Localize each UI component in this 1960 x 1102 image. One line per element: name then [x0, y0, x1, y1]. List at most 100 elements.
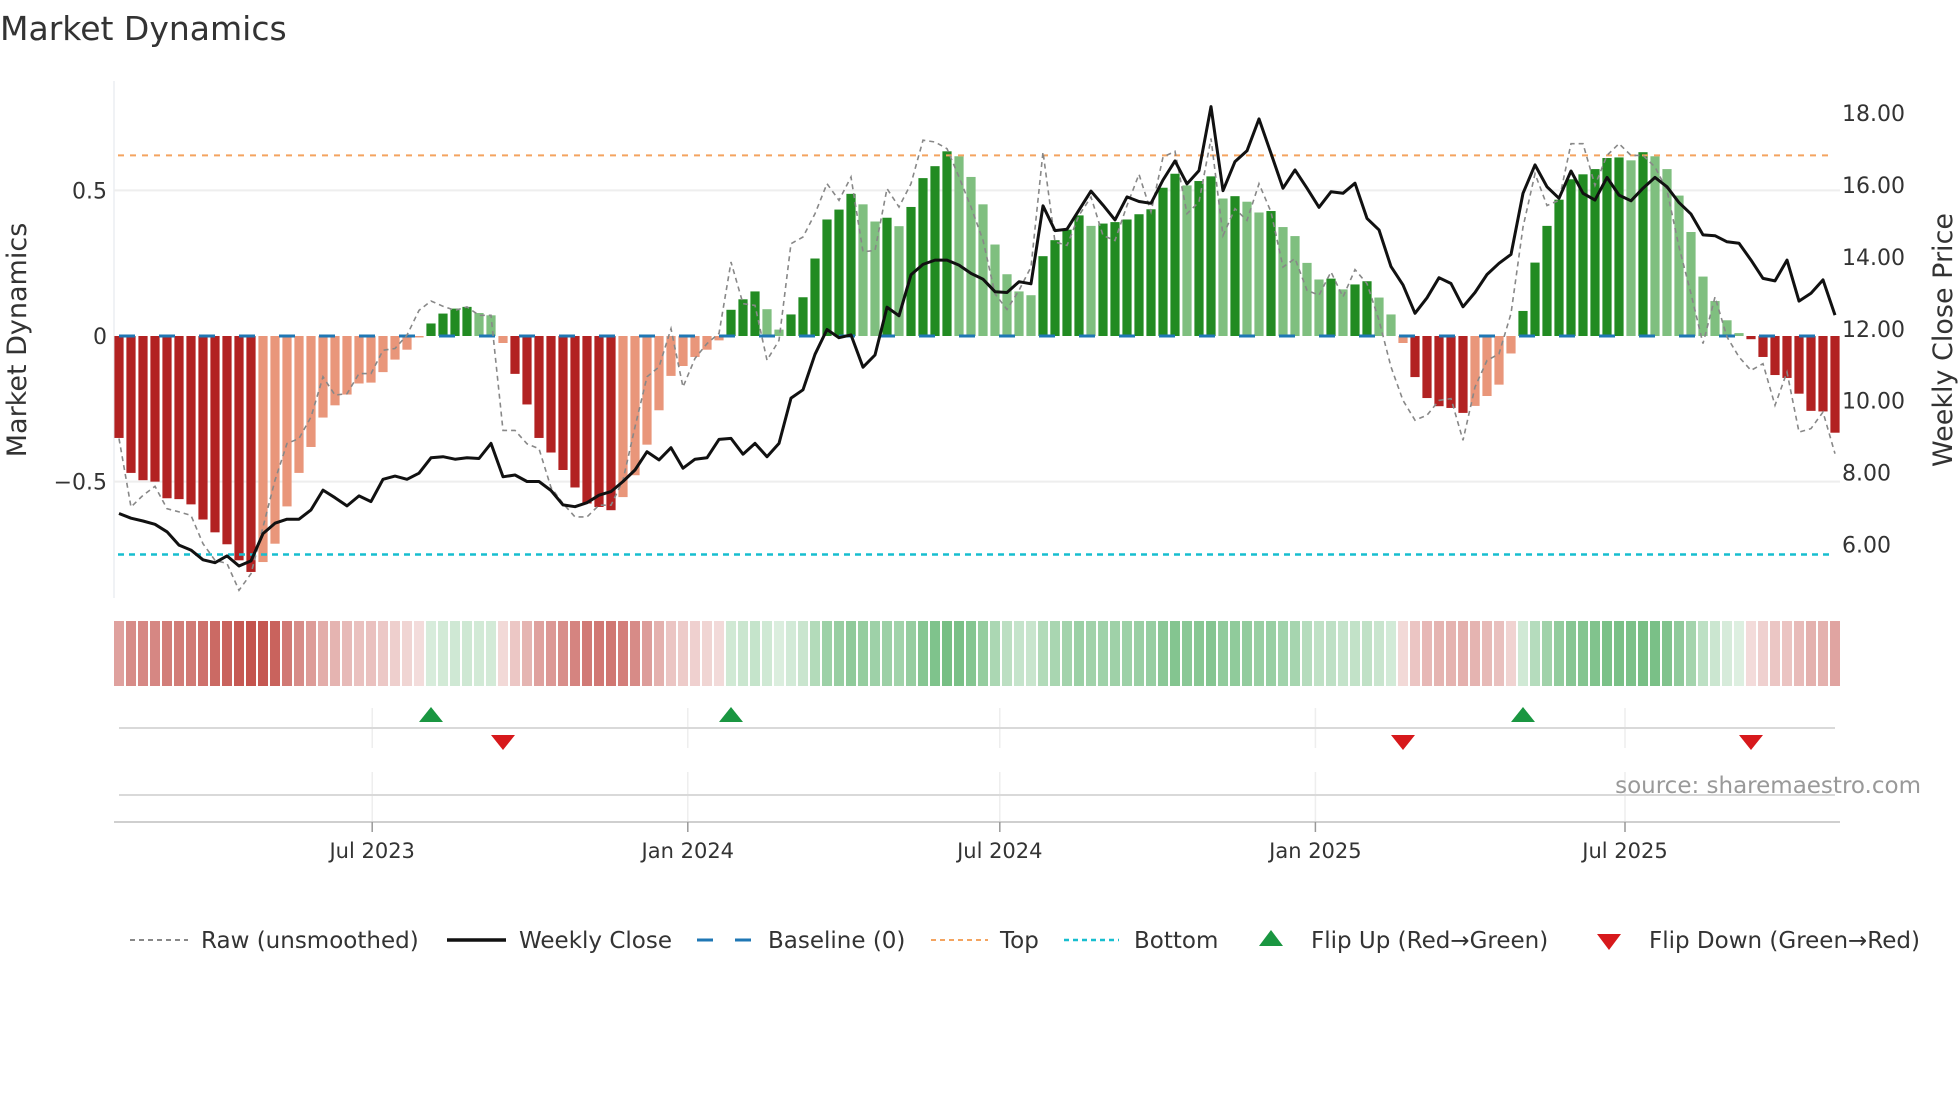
strip-cell: [162, 621, 172, 686]
right-tick-label: 14.00: [1842, 246, 1905, 271]
bar-positive: [1110, 222, 1120, 336]
strip-cell: [366, 621, 376, 686]
weekly-close-line: [118, 105, 1837, 568]
left-tick-label: 0.5: [72, 179, 107, 204]
bar-negative: [546, 336, 556, 453]
right-axis-ticks: 18.00 16.00 14.00 12.00 10.00 8.00 6.00: [1842, 102, 1905, 558]
bar-positive: [486, 315, 496, 336]
strip-cell: [378, 621, 388, 686]
bar-positive: [1182, 185, 1192, 336]
bar-positive: [882, 217, 892, 336]
strip-cell: [1590, 621, 1600, 686]
bar-positive: [1134, 214, 1144, 336]
strip-cell: [1386, 621, 1396, 686]
bar-negative: [666, 336, 676, 376]
bar-positive: [438, 313, 448, 336]
strip-cell: [726, 621, 736, 686]
strip-cell: [1614, 621, 1624, 686]
strip-cell: [330, 621, 340, 686]
strip-cell: [1062, 621, 1072, 686]
flip-down-marker: [491, 735, 515, 750]
bar-positive: [1566, 179, 1576, 336]
strip-cell: [150, 621, 160, 686]
strip-cell: [870, 621, 880, 686]
legend-label: Top: [999, 928, 1039, 954]
strip-cell: [774, 621, 784, 686]
bar-negative: [522, 336, 532, 405]
strip-cell: [1050, 621, 1060, 686]
bar-positive: [450, 308, 460, 336]
strip-cell: [1494, 621, 1504, 686]
bar-negative: [558, 336, 568, 470]
strip-cell: [666, 621, 676, 686]
legend-item-flip-down: Flip Down (Green→Red): [1597, 928, 1920, 954]
legend-label: Raw (unsmoothed): [201, 928, 419, 954]
strip-cell: [918, 621, 928, 686]
raw-unsmoothed-line: [118, 138, 1836, 592]
bar-positive: [462, 306, 472, 336]
bar-negative: [222, 336, 232, 545]
flip-down-marker: [1391, 735, 1415, 750]
strip-cell: [1266, 621, 1276, 686]
bar-positive: [1122, 219, 1132, 336]
bar-positive: [786, 314, 796, 336]
strip-cell: [1674, 621, 1684, 686]
bar-negative: [354, 336, 364, 384]
bar-positive: [1062, 229, 1072, 336]
bar-positive: [1086, 225, 1096, 336]
bar-positive: [1242, 201, 1252, 336]
strip-cell: [534, 621, 544, 686]
strip-cell: [1458, 621, 1468, 686]
bar-negative: [582, 336, 592, 504]
strip-cell: [1098, 621, 1108, 686]
strip-cell: [894, 621, 904, 686]
flip-down-marker: [1739, 735, 1763, 750]
strip-cell: [1242, 621, 1252, 686]
strip-cell: [390, 621, 400, 686]
bar-positive: [1734, 333, 1744, 336]
strip-cell: [1530, 621, 1540, 686]
strip-cell: [210, 621, 220, 686]
bar-positive: [1302, 262, 1312, 336]
strip-cell: [1038, 621, 1048, 686]
bar-negative: [1422, 336, 1432, 399]
bar-positive: [798, 297, 808, 336]
bar-negative: [282, 336, 292, 507]
strip-cell: [1818, 621, 1828, 686]
bar-positive: [894, 226, 904, 336]
strip-cell: [1830, 621, 1840, 686]
x-tick-label: Jul 2024: [955, 839, 1042, 863]
strip-cell: [186, 621, 196, 686]
x-tick-label: Jan 2025: [1267, 839, 1362, 863]
strip-cell: [1086, 621, 1096, 686]
bar-positive: [426, 323, 436, 336]
bar-negative: [330, 336, 340, 406]
bar-positive: [822, 219, 832, 336]
bar-positive: [810, 258, 820, 336]
bar-positive: [738, 299, 748, 336]
strip-cell: [1686, 621, 1696, 686]
strip-cell: [738, 621, 748, 686]
bar-positive: [1518, 310, 1528, 336]
strip-cell: [1194, 621, 1204, 686]
strip-cell: [1014, 621, 1024, 686]
bar-positive: [1230, 196, 1240, 336]
legend-label: Weekly Close: [519, 928, 672, 954]
right-tick-label: 12.00: [1842, 318, 1905, 343]
bar-negative: [126, 336, 136, 473]
bar-positive: [1698, 276, 1708, 336]
strip-cell: [990, 621, 1000, 686]
legend-item-bottom: Bottom: [1064, 928, 1218, 954]
bar-positive: [1614, 157, 1624, 336]
strip-cell: [1554, 621, 1564, 686]
bar-negative: [150, 336, 160, 482]
bar-positive: [1338, 289, 1348, 336]
bar-positive: [978, 204, 988, 336]
right-tick-label: 16.00: [1842, 174, 1905, 199]
bar-positive: [1026, 295, 1036, 336]
bar-positive: [834, 209, 844, 336]
bar-negative: [162, 336, 172, 499]
strip-cell: [1314, 621, 1324, 686]
bar-positive: [1002, 274, 1012, 336]
bar-positive: [1602, 158, 1612, 336]
